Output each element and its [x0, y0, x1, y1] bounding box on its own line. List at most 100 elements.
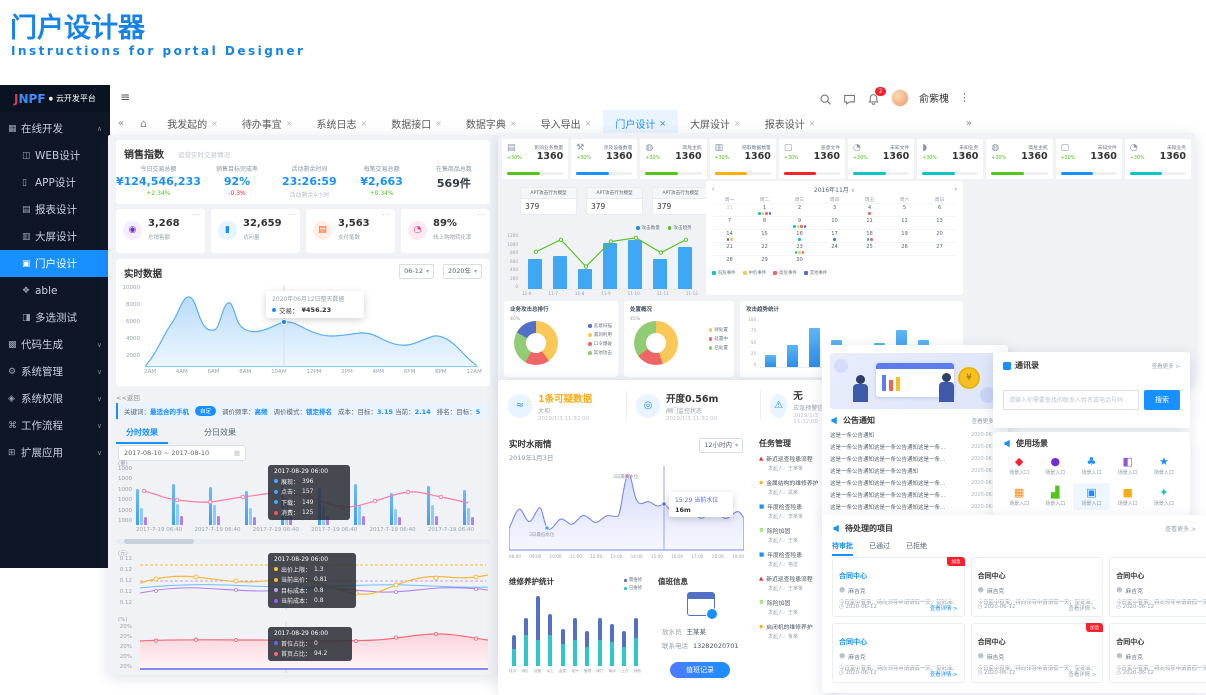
apt-card[interactable]: APT攻击行为模型 379 [586, 187, 643, 215]
close-icon[interactable]: × [659, 118, 667, 128]
tab[interactable]: 数据接口 × [379, 110, 454, 136]
sidebar-item[interactable]: ⌘ 工作流程 ∨ [0, 412, 110, 439]
sidebar-item[interactable]: ◫ WEB设计 [0, 142, 110, 169]
sidebar-item[interactable]: ⊞ 扩展应用 ∨ [0, 439, 110, 466]
home-icon[interactable]: ⌂ [140, 116, 148, 130]
calendar-day[interactable]: 30 [782, 255, 817, 268]
project-card[interactable]: 合同中心 ☻麻吉克 今日家中有事，特向领导申请请假一天，望批准。 ◷ 2020-… [1109, 557, 1206, 617]
calendar-day[interactable] [887, 255, 922, 268]
notice-item[interactable]: 这是一条公告通知这是一条公告通知这是一条… 2020-06-12 [830, 501, 1000, 513]
calendar-day[interactable]: 28 [712, 255, 747, 268]
calendar-day[interactable]: 27 [922, 242, 957, 255]
chart-scrollbar[interactable] [116, 539, 490, 544]
more-link[interactable]: 查看更多 > [1165, 526, 1196, 533]
more-icon[interactable]: ⋯ [382, 210, 390, 219]
calendar-day[interactable]: 10 [817, 216, 852, 229]
calendar-day[interactable] [817, 255, 852, 268]
more-icon[interactable]: ⋯ [477, 210, 485, 219]
kpi-card[interactable]: ▮ 32,659 访问量 ⋯ [211, 209, 300, 253]
calendar-day[interactable]: 20 [922, 229, 957, 242]
notice-item[interactable]: 这是一条公告通知这是一条公告通知 2020-06-12 [830, 465, 1000, 477]
calendar-day[interactable]: 16 [782, 229, 817, 242]
stat-card[interactable]: ▢ 恶意文件 +30% 1360 [778, 139, 846, 179]
tab[interactable]: 数据字典 × [454, 110, 529, 136]
task-item[interactable]: ▲ 新近巡查险患流程 发起人：王某某 [754, 571, 828, 595]
calendar-day[interactable]: 31 [712, 203, 747, 216]
scene-entry[interactable]: ● 场景入口 [1037, 452, 1073, 479]
scene-entry[interactable]: ♣ 场景入口 [1073, 452, 1109, 479]
detail-link[interactable]: 查看详情 > [929, 606, 958, 612]
effect-tab[interactable]: 分时效果 [116, 425, 168, 444]
scene-entry[interactable]: ▟ 场景入口 [1037, 483, 1073, 510]
calendar-day[interactable]: 5 [887, 203, 922, 216]
detail-link[interactable]: 查看详情 > [929, 672, 958, 678]
sidebar-item[interactable]: ❖ able [0, 277, 110, 304]
tab[interactable]: 系统日志 × [305, 110, 380, 136]
apt-card[interactable]: APT攻击行为模型 379 [520, 187, 577, 215]
calendar-next-icon[interactable]: › [954, 186, 957, 193]
sidebar-item[interactable]: ▥ 大屏设计 [0, 223, 110, 250]
calendar-day[interactable]: 18 [852, 229, 887, 242]
task-item[interactable]: ◆ 启闭机的维修养护 发起人：鲁某 [754, 619, 828, 643]
kpi-card[interactable]: ◉ 3,268 总销售额 ⋯ [116, 209, 205, 253]
sidebar-item[interactable]: ▤ 报表设计 [0, 196, 110, 223]
sidebar-item[interactable]: ▯ APP设计 [0, 169, 110, 196]
project-tab[interactable]: 已通过 [869, 542, 890, 550]
notice-item[interactable]: 这是一条公告通知 2020-06-12 [830, 429, 1000, 441]
calendar-day[interactable]: 1 [747, 203, 782, 216]
kpi-card[interactable]: ◔ 89% 线上购物转化率 ⋯ [401, 209, 490, 253]
close-icon[interactable]: × [435, 118, 442, 128]
scrollbar-thumb[interactable] [124, 539, 194, 544]
message-icon[interactable] [843, 91, 857, 105]
tab[interactable]: 我发起的 × [155, 110, 230, 136]
sidebar-item[interactable]: ▦ 在线开发 ∧ [0, 115, 110, 142]
back-link[interactable]: <<返回 [116, 394, 140, 402]
stat-card[interactable]: ◗ 未知业务 +30% 1360 [917, 139, 984, 179]
calendar-grid[interactable]: 31 1 2 3 4 5 6 7 8 9 10 11 12 13 14 15 16 17 18 19 20 21 22 23 2… [712, 203, 957, 268]
more-link[interactable]: 查看更多 > [971, 418, 1000, 425]
stat-card[interactable]: ◔ 未知业务 +30% 1360 [1124, 139, 1192, 179]
project-card[interactable]: 合同中心 加急 ☻麻吉克 今日家中有事，特向领导申请请假一天，望批准。 ◷ 20… [970, 623, 1104, 683]
detail-link[interactable]: 查看详情 > [1068, 606, 1097, 612]
kebab-menu-icon[interactable]: ⋮ [959, 91, 970, 104]
month-select[interactable]: 06-12 ▾ [399, 264, 434, 279]
calendar-day[interactable]: 24 [817, 242, 852, 255]
project-card[interactable]: 合同中心 ☻麻吉克 今日家中有事，特向领导申请请假一天，望批准。 ◷ 2020-… [832, 623, 965, 683]
task-item[interactable]: ◆ 金属结构的维修养护 发起人：黑某 [754, 475, 828, 499]
year-select[interactable]: 2020年 ▾ [442, 264, 482, 279]
stat-card[interactable]: ◔ 未知文件 +30% 1360 [848, 139, 915, 179]
project-tab[interactable]: 待审批 [832, 541, 853, 556]
task-item[interactable]: ▲ 新近巡查险患流程 发起人：王某某 [754, 451, 828, 475]
tabs-overflow-icon[interactable]: » [965, 117, 972, 129]
calendar-day[interactable]: 22 [747, 242, 782, 255]
calendar-day[interactable] [852, 255, 887, 268]
calendar-day[interactable]: 23 [782, 242, 817, 255]
hamburger-icon[interactable]: ≡ [120, 90, 131, 104]
stat-card[interactable]: ◍ 高危主机 +30% 1360 [640, 139, 707, 179]
notice-item[interactable]: 这是一条公告通知这是一条公告通知这是一条公告通知… 2020-06-12 [830, 477, 1000, 489]
range-select[interactable]: 12小时内 ▾ [699, 438, 743, 453]
date-range-picker[interactable]: 2017-08-10 ~ 2017-08-10 ▦ [118, 445, 246, 461]
sidebar-item[interactable]: ▩ 代码生成 ∨ [0, 331, 110, 358]
calendar-day[interactable]: 17 [817, 229, 852, 242]
calendar-day[interactable]: 11 [852, 216, 887, 229]
tab[interactable]: 待办事宜 × [230, 110, 305, 136]
project-card[interactable]: 合同中心 加急 ☻麻吉克 今日家中有事，特向领导申请请假一天，望批准。 ◷ 20… [1109, 623, 1206, 683]
calendar-day[interactable]: 3 [817, 203, 852, 216]
calendar-day[interactable]: 29 [747, 255, 782, 268]
notice-item[interactable]: 这是一条公告通知这是一条公告通知这是一条… 2020-06-12 [830, 489, 1000, 501]
tab[interactable]: 门户设计 × [603, 110, 679, 136]
sidebar-item[interactable]: ◈ 系统权限 ∨ [0, 385, 110, 412]
calendar-day[interactable]: 6 [922, 203, 957, 216]
username[interactable]: 俞紫槐 [919, 94, 949, 105]
calendar-day[interactable]: 26 [887, 242, 922, 255]
stat-card[interactable]: ▥ 窃取数据数量 +30% 1360 [709, 139, 776, 179]
more-link[interactable]: 查看更多 > [1151, 363, 1180, 370]
calendar-day[interactable]: 9 [782, 216, 817, 229]
close-icon[interactable]: × [509, 118, 517, 128]
scene-entry[interactable]: ▦ 场景入口 [1001, 483, 1037, 510]
scene-entry[interactable]: ✦ 场景入口 [1146, 483, 1182, 510]
calendar-day[interactable]: 25 [852, 242, 887, 255]
close-icon[interactable]: × [734, 118, 741, 128]
more-icon[interactable]: ⋯ [287, 210, 295, 219]
